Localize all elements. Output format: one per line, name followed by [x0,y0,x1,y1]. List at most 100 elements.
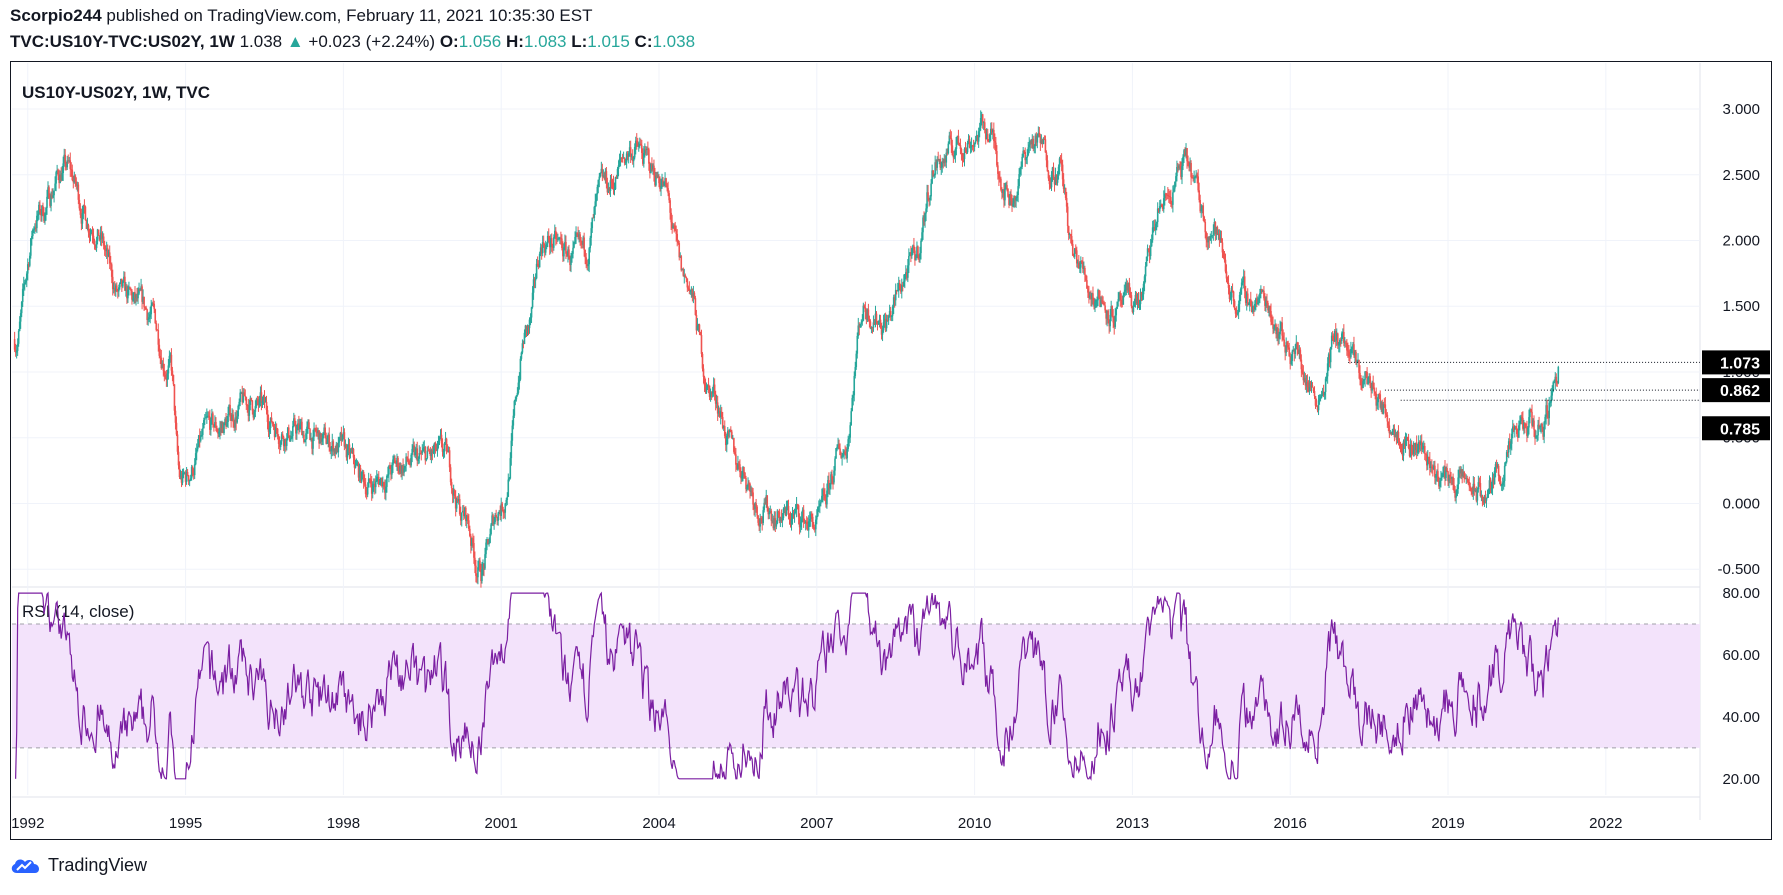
candle-body [1168,195,1170,197]
candle-body [248,404,251,416]
candle-body [622,157,625,159]
candle-body [1099,297,1101,307]
candle-body [1176,166,1178,177]
candle-body [351,448,354,453]
candle-body [215,421,217,428]
candle-body [611,181,614,184]
candle-body [1185,148,1187,156]
candle-body [1224,259,1227,272]
candle-body [1434,465,1436,478]
candle-body [830,474,832,484]
candle-body [851,397,854,412]
candle-body [260,392,263,403]
candle-body [348,444,351,454]
candle-body [491,515,493,525]
candle-body [1457,477,1459,490]
rsi-y-tick-label: 20.00 [1722,771,1760,788]
candle-body [792,514,795,516]
candle-body [479,560,481,572]
candle-body [92,235,95,241]
candle-body [606,183,609,193]
candle-body [895,289,898,292]
candle-body [1149,246,1152,257]
candle-body [1103,303,1105,306]
candle-body [1271,321,1273,325]
candle-body [698,324,701,333]
candle-body [630,156,633,158]
candle-body [194,453,197,465]
candle-body [218,431,220,434]
candle-body [432,451,435,453]
candle-body [645,149,647,151]
candle-body [1242,276,1245,281]
candle-body [690,289,693,291]
candle-body [1352,344,1354,348]
candle-body [882,322,885,331]
candle-body [1174,181,1176,189]
candle-body [558,238,560,240]
candle-body [1365,371,1367,373]
candle-body [672,225,674,229]
candle-body [569,259,571,266]
candle-body [865,312,868,320]
candle-body [1129,292,1132,296]
candle-body [793,512,796,516]
candle-body [294,418,296,425]
candle-body [188,480,191,482]
candle-body [1358,359,1360,373]
candle-body [307,422,309,427]
price-label-text: 1.073 [1720,355,1760,372]
candle-body [157,330,160,345]
candle-body [1007,188,1009,197]
candle-body [1153,227,1156,231]
candle-body [1041,140,1044,145]
candle-body [1333,330,1336,342]
candle-body [108,252,111,264]
candle-body [1460,469,1462,474]
candle-body [1516,427,1518,435]
candle-body [436,443,439,451]
candle-body [67,160,70,162]
candle-body [1127,283,1130,291]
candle-body [284,439,287,446]
candle-body [784,508,787,515]
candle-body [628,147,631,154]
candle-body [590,228,593,238]
candle-body [145,307,147,310]
candle-body [1487,490,1490,494]
candle-body [149,314,151,318]
candle-body [1403,441,1406,446]
candle-body [1097,289,1099,301]
candle-body [1362,381,1364,389]
candle-body [1499,481,1502,486]
candle-body [917,246,919,255]
candle-body [1504,461,1507,466]
candle-body [1067,226,1070,235]
candle-body [1188,161,1190,168]
candle-body [1548,402,1550,419]
candle-body [1025,157,1028,161]
candle-body [134,292,136,299]
candle-body [312,436,314,449]
candle-body [768,512,771,515]
candle-body [425,458,428,461]
tradingview-brand[interactable]: TradingView [10,855,147,876]
candle-body [978,127,981,132]
candle-body [443,443,446,452]
candle-body [303,434,305,443]
candle-body [1166,194,1168,196]
candle-body [155,323,158,330]
candle-body [1379,394,1382,408]
candle-body [315,428,317,433]
candle-body [1033,146,1036,149]
candle-body [1421,448,1424,450]
candle-body [1034,135,1037,147]
candle-body [502,509,505,513]
candle-body [1108,320,1110,327]
candle-body [1088,292,1090,298]
candle-body [1532,420,1534,426]
candle-body [1219,237,1222,241]
candle-body [413,445,416,455]
candle-body [349,452,352,454]
